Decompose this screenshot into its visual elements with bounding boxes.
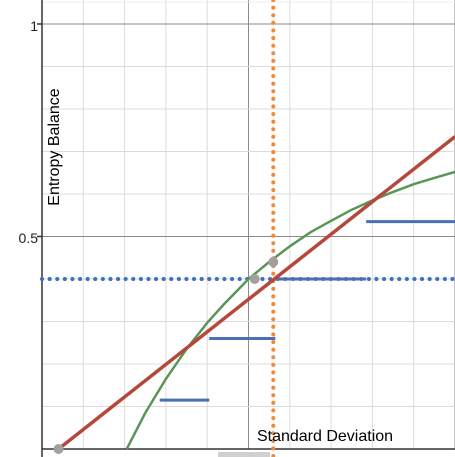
green-curve bbox=[125, 170, 455, 450]
y-tick-label-0.5: 0.5 bbox=[19, 230, 39, 246]
scroll-indicator bbox=[218, 452, 270, 457]
y-axis-title: Entropy Balance bbox=[46, 88, 63, 206]
gray-point bbox=[249, 274, 260, 284]
axes bbox=[37, 0, 455, 457]
gray-point bbox=[53, 444, 64, 454]
x-axis-title: Standard Deviation bbox=[257, 428, 393, 445]
marks bbox=[40, 0, 455, 457]
grid bbox=[42, 0, 455, 449]
red-line bbox=[57, 135, 455, 451]
labels: 1 0.5 Entropy Balance Standard Deviation bbox=[19, 18, 394, 445]
y-tick-label-1: 1 bbox=[30, 18, 38, 34]
gray-point bbox=[268, 257, 279, 267]
